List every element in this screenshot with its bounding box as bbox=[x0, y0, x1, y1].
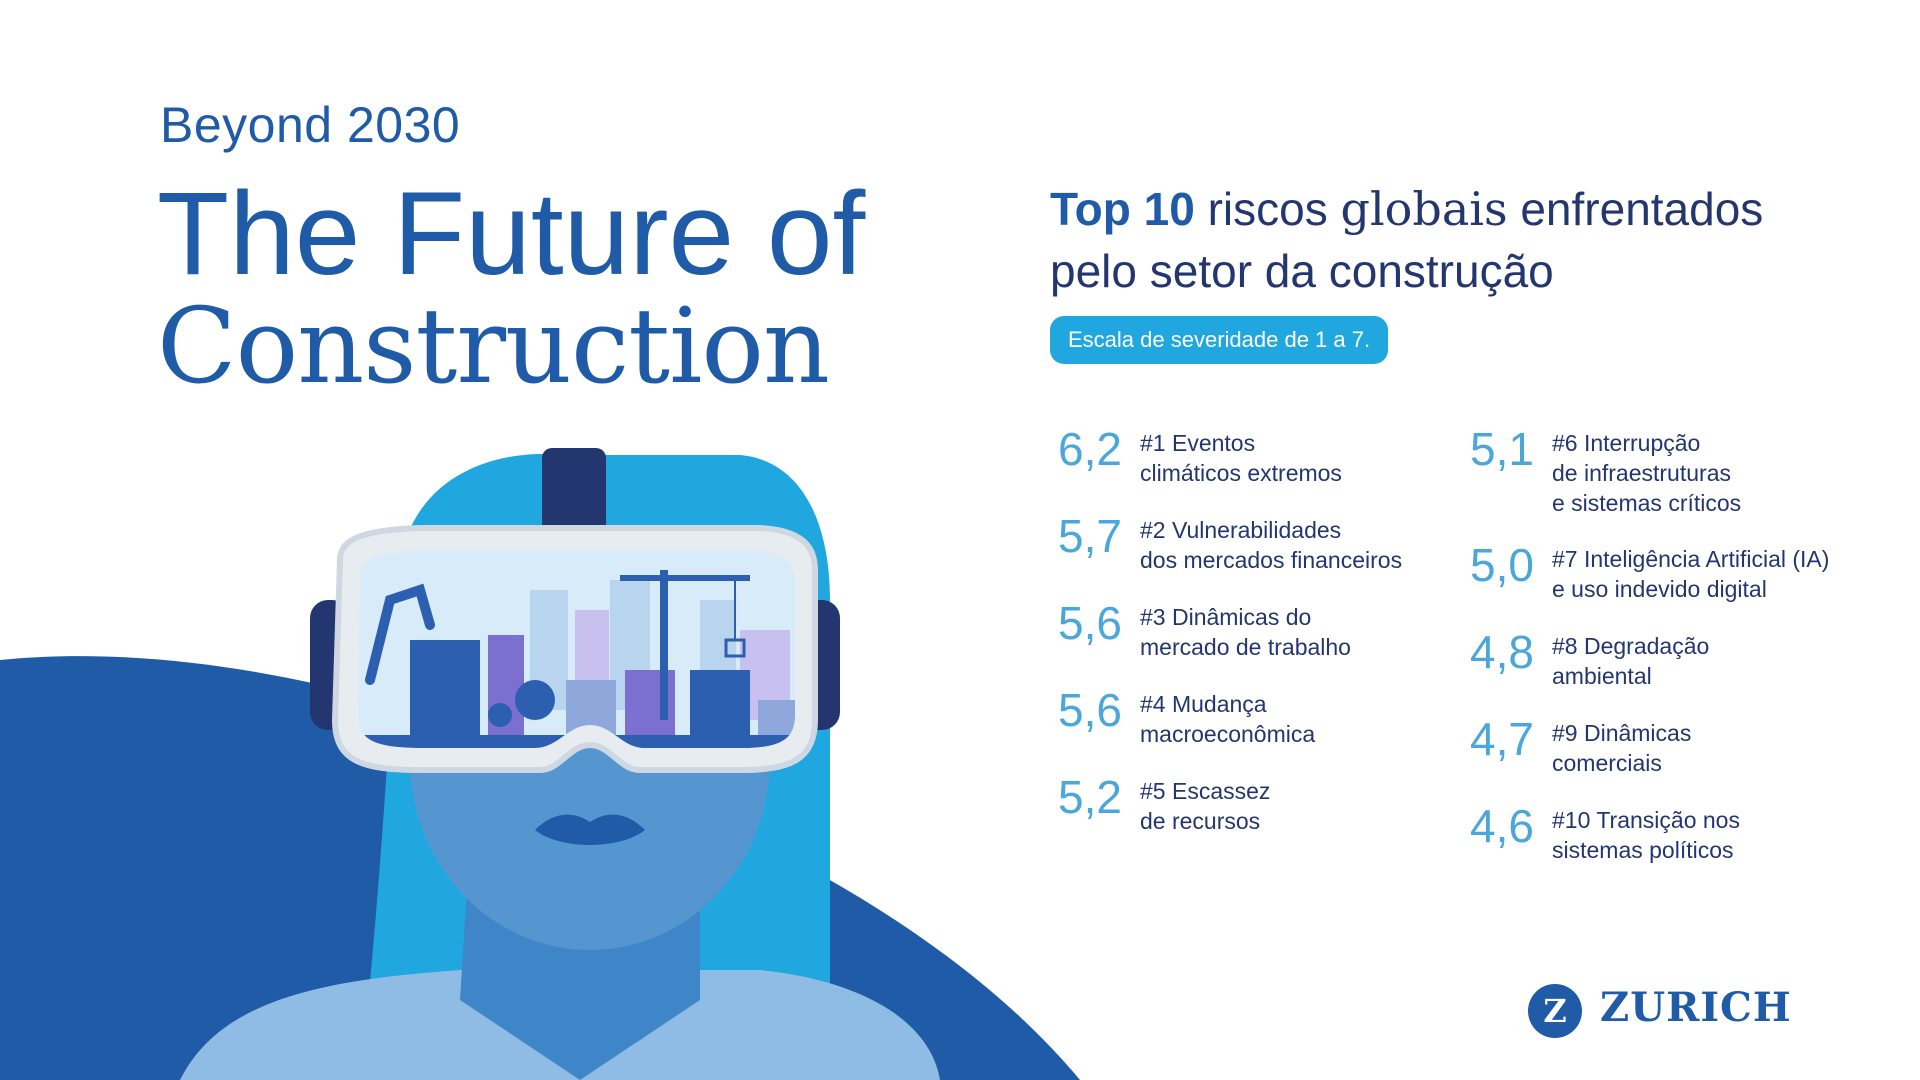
risk-label: #4 Mudança macroeconômica bbox=[1140, 691, 1316, 747]
risk-label: #10 Transição nos sistemas políticos bbox=[1552, 807, 1740, 863]
risk-item-8: 4,8 #8 Degradação ambiental bbox=[1470, 626, 1890, 711]
risk-score: 5,1 bbox=[1470, 423, 1534, 475]
risk-item-3: 5,6 #3 Dinâmicas do mercado de trabalho bbox=[1058, 597, 1478, 682]
risk-item-7: 5,0 #7 Inteligência Artificial (IA) e us… bbox=[1470, 539, 1890, 624]
risk-item-2: 5,7 #2 Vulnerabilidades dos mercados fin… bbox=[1058, 510, 1478, 595]
risk-label: #6 Interrupção de infraestruturas e sist… bbox=[1552, 430, 1742, 516]
risk-item-5: 5,2 #5 Escassez de recursos bbox=[1058, 771, 1478, 856]
risk-score: 5,2 bbox=[1058, 771, 1122, 823]
risk-item-1: 6,2 #1 Eventos climáticos extremos bbox=[1058, 423, 1478, 508]
main-title: The Future of Construction bbox=[157, 168, 866, 407]
heading-bold: Top 10 bbox=[1050, 183, 1195, 235]
risk-label: #7 Inteligência Artificial (IA) e uso in… bbox=[1552, 546, 1830, 602]
risk-label: #5 Escassez de recursos bbox=[1140, 778, 1271, 834]
section-heading-line2: pelo setor da construção bbox=[1050, 245, 1554, 297]
heading-word1: riscos bbox=[1194, 183, 1341, 235]
risk-score: 4,7 bbox=[1470, 713, 1534, 765]
risk-score: 4,6 bbox=[1470, 800, 1534, 852]
section-heading-line1: Top 10 riscos globais enfrentados bbox=[1050, 178, 1763, 240]
brand-name: ZURICH bbox=[1600, 984, 1792, 1031]
risk-item-9: 4,7 #9 Dinâmicas comerciais bbox=[1470, 713, 1890, 798]
risk-item-6: 5,1 #6 Interrupção de infraestruturas e … bbox=[1470, 423, 1890, 528]
heading-serif: globais bbox=[1340, 182, 1508, 236]
risk-item-4: 5,6 #4 Mudança macroeconômica bbox=[1058, 684, 1478, 769]
risk-label: #3 Dinâmicas do mercado de trabalho bbox=[1140, 604, 1351, 660]
risk-score: 6,2 bbox=[1058, 423, 1122, 475]
risk-label: #2 Vulnerabilidades dos mercados finance… bbox=[1140, 517, 1403, 573]
zurich-logo-icon: Z bbox=[1528, 984, 1582, 1038]
risk-label: #1 Eventos climáticos extremos bbox=[1140, 430, 1342, 486]
risk-score: 5,6 bbox=[1058, 597, 1122, 649]
risk-score: 5,7 bbox=[1058, 510, 1122, 562]
main-title-line1: The Future of bbox=[157, 168, 866, 300]
scale-note-badge: Escala de severidade de 1 a 7. bbox=[1050, 316, 1389, 364]
risk-label: #8 Degradação ambiental bbox=[1552, 633, 1710, 689]
heading-word2: enfrentados bbox=[1507, 183, 1764, 235]
risk-score: 5,0 bbox=[1470, 539, 1534, 591]
risk-score: 4,8 bbox=[1470, 626, 1534, 678]
risk-score: 5,6 bbox=[1058, 684, 1122, 736]
risk-item-10: 4,6 #10 Transição nos sistemas políticos bbox=[1470, 800, 1890, 885]
risk-label: #9 Dinâmicas comerciais bbox=[1552, 720, 1692, 776]
kicker-title: Beyond 2030 bbox=[160, 97, 461, 153]
logo-mark-letter: Z bbox=[1543, 992, 1566, 1030]
main-title-line2: Construction bbox=[157, 285, 830, 407]
section-heading: Top 10 riscos globais enfrentados pelo s… bbox=[1050, 178, 1763, 302]
